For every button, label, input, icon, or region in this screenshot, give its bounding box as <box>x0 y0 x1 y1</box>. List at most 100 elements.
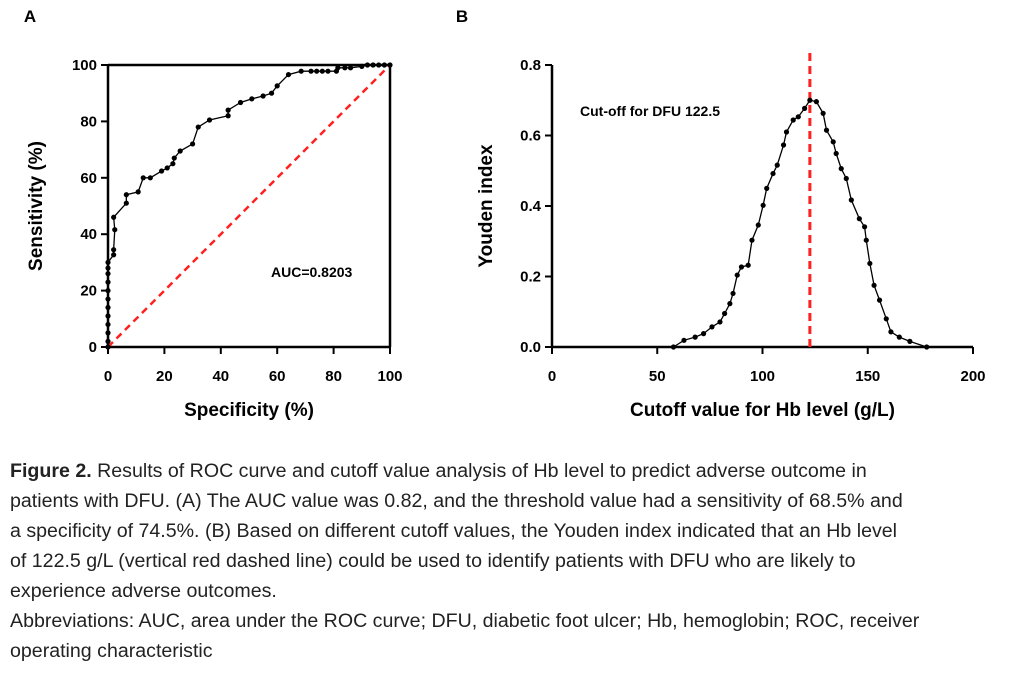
x-tick-label: 80 <box>325 368 342 385</box>
data-point <box>722 310 728 317</box>
y-tick-label: 0.0 <box>520 339 541 356</box>
data-point <box>111 252 117 258</box>
data-point <box>237 99 244 106</box>
data-point <box>764 185 770 191</box>
data-point <box>381 62 387 68</box>
data-point <box>848 197 854 203</box>
data-point <box>833 150 839 157</box>
data-point <box>871 282 877 288</box>
y-axis-label: Sensitivity (%) <box>26 141 47 271</box>
data-point <box>164 165 170 171</box>
data-point <box>140 175 146 181</box>
data-point <box>863 237 869 243</box>
data-point <box>830 139 836 145</box>
data-point <box>790 117 796 123</box>
y-tick-label: 20 <box>80 283 97 300</box>
y-tick-label: 0.2 <box>520 269 541 286</box>
data-point <box>359 63 365 70</box>
data-point <box>692 334 698 340</box>
data-point <box>206 117 213 123</box>
data-point <box>867 260 873 267</box>
data-point <box>823 127 830 133</box>
data-point <box>105 265 111 271</box>
data-point <box>387 62 393 68</box>
data-point <box>770 170 776 177</box>
y-axis-label: Youden index <box>476 144 497 268</box>
data-point <box>111 247 117 253</box>
data-point <box>347 65 354 71</box>
data-point <box>190 141 196 147</box>
data-point <box>861 224 868 230</box>
x-tick-label: 150 <box>855 368 880 385</box>
chart-panel-b: B 0 50 100 150 200 0.0 0.2 0.4 0.6 0.8 Cutoff value… <box>456 7 986 421</box>
data-point <box>755 222 761 228</box>
data-point <box>325 68 331 74</box>
caption-line: a specificity of 74.5%. (B) Based on dif… <box>10 520 898 542</box>
data-point <box>105 313 111 319</box>
data-point <box>105 304 111 311</box>
data-point <box>105 271 111 277</box>
chart-annotation: AUC=0.8203 <box>271 264 353 280</box>
x-tick-label: 0 <box>104 368 112 385</box>
figure-caption: Figure 2. Results of ROC curve and cutof… <box>10 456 919 666</box>
caption-line: Abbreviations: AUC, area under the ROC c… <box>10 610 920 632</box>
data-point <box>195 124 201 130</box>
data-point <box>135 189 141 195</box>
data-point <box>907 338 913 344</box>
data-point <box>105 288 111 294</box>
data-point <box>700 331 707 337</box>
x-tick-label: 0 <box>548 368 556 385</box>
data-point <box>105 344 111 350</box>
data-point <box>370 62 376 68</box>
reference-diagonal-line <box>107 64 391 348</box>
data-point <box>783 129 790 135</box>
data-point <box>123 200 129 206</box>
data-point <box>147 175 153 181</box>
data-point <box>888 329 894 335</box>
data-point <box>319 68 325 74</box>
data-point <box>681 337 687 343</box>
y-tick-label: 0.4 <box>520 198 542 215</box>
data-point <box>105 321 111 328</box>
panel-label: B <box>456 7 468 26</box>
panel-label: A <box>24 7 36 26</box>
data-point <box>883 316 889 322</box>
data-point <box>111 214 117 220</box>
data-point <box>717 319 723 325</box>
data-point <box>670 344 677 350</box>
x-axis-label: Cutoff value for Hb level (g/L) <box>630 400 895 421</box>
data-point <box>298 68 304 74</box>
data-point <box>123 192 129 198</box>
data-point <box>268 90 275 96</box>
y-tick-label: 80 <box>80 113 97 130</box>
x-tick-label: 50 <box>649 368 666 385</box>
figure-label: Figure 2. <box>10 460 92 482</box>
y-tick-label: 0.6 <box>520 128 541 145</box>
caption-line: operating characteristic <box>10 640 213 662</box>
data-point <box>730 290 736 297</box>
chart-annotation: Cut-off for DFU 122.5 <box>580 103 720 119</box>
x-tick-label: 20 <box>156 368 173 385</box>
data-point <box>335 65 341 71</box>
data-point <box>745 262 751 268</box>
y-tick-label: 40 <box>80 226 97 243</box>
y-tick-label: 0.8 <box>520 57 541 74</box>
data-point <box>709 324 715 330</box>
data-point <box>856 216 862 222</box>
data-point <box>727 301 733 307</box>
data-point <box>105 296 111 302</box>
data-point <box>813 99 819 105</box>
data-point <box>105 259 111 265</box>
data-point <box>734 272 740 278</box>
y-tick-label: 60 <box>80 170 97 187</box>
x-axis-label: Specificity (%) <box>184 400 314 421</box>
data-point <box>285 71 292 78</box>
x-tick-label: 60 <box>269 368 286 385</box>
data-point <box>158 168 165 174</box>
data-point <box>171 155 177 161</box>
data-point <box>876 297 883 303</box>
data-point <box>274 83 280 89</box>
data-point <box>807 97 813 103</box>
data-point <box>364 62 371 68</box>
data-point <box>225 113 231 119</box>
